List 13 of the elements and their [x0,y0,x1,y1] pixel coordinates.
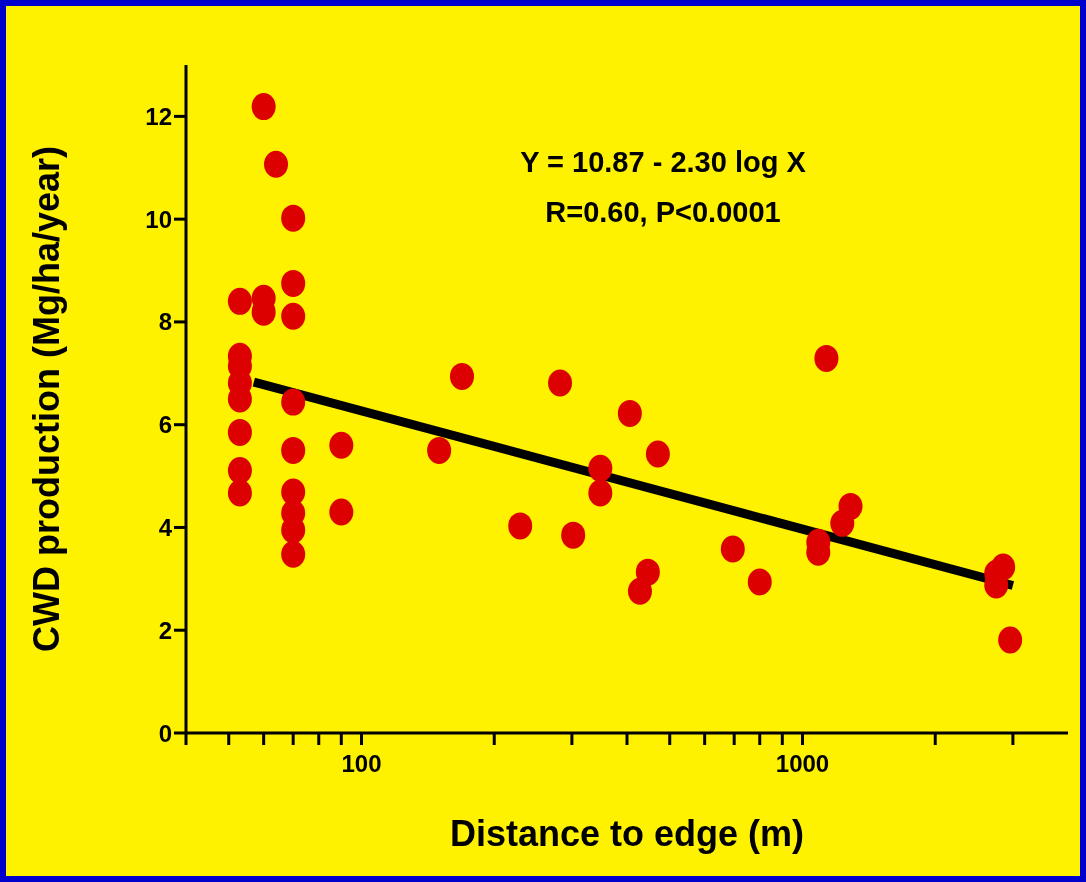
y-tick-label: 12 [145,102,172,130]
y-tick-label: 4 [158,513,173,541]
x-tick-label: 1000 [775,750,830,778]
x-axis-title: Distance to edge (m) [449,813,805,854]
y-axis-title: CWD production (Mg/ha/year) [25,146,67,652]
y-tick-label: 8 [158,308,172,336]
y-tick-label: 10 [145,205,172,233]
annotation: Y = 10.87 - 2.30 log X [519,146,807,179]
annotation: R=0.60, P<0.0001 [544,196,782,229]
x-tick-label: 100 [341,750,382,778]
y-tick-label: 0 [158,719,172,747]
y-tick-label: 6 [158,411,172,439]
y-tick-label: 2 [158,616,172,644]
